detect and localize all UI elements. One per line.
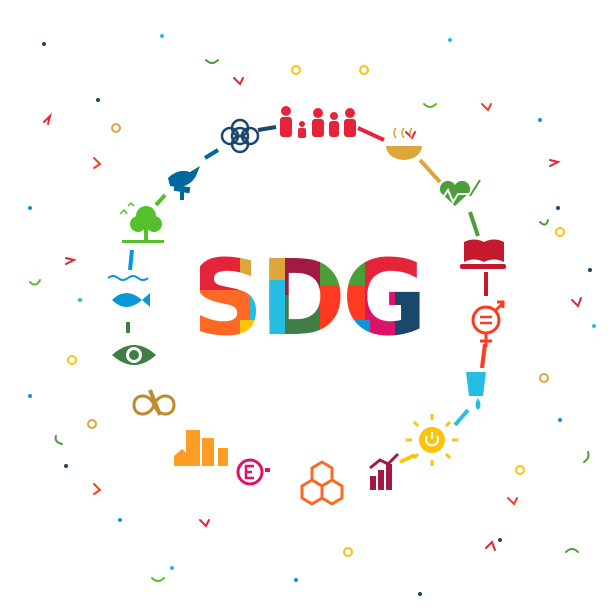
icon-bowl bbox=[386, 127, 422, 160]
icon-people bbox=[280, 106, 356, 138]
icon-partnership bbox=[220, 118, 260, 154]
icon-water bbox=[466, 372, 486, 410]
icon-health bbox=[434, 177, 481, 206]
icon-peace bbox=[168, 166, 200, 200]
icon-energy bbox=[406, 414, 458, 466]
icon-tree bbox=[119, 201, 164, 243]
icon-book bbox=[460, 239, 506, 269]
icon-cubes bbox=[300, 460, 344, 506]
icon-infinity bbox=[132, 394, 176, 416]
icon-fish bbox=[107, 275, 150, 307]
confetti bbox=[28, 34, 596, 596]
icon-city bbox=[174, 430, 228, 466]
icon-inequality bbox=[236, 458, 264, 486]
icon-climate bbox=[112, 345, 156, 365]
icon-growth bbox=[369, 452, 400, 490]
logo-text: SDG bbox=[189, 237, 424, 359]
icon-gender bbox=[471, 300, 505, 347]
